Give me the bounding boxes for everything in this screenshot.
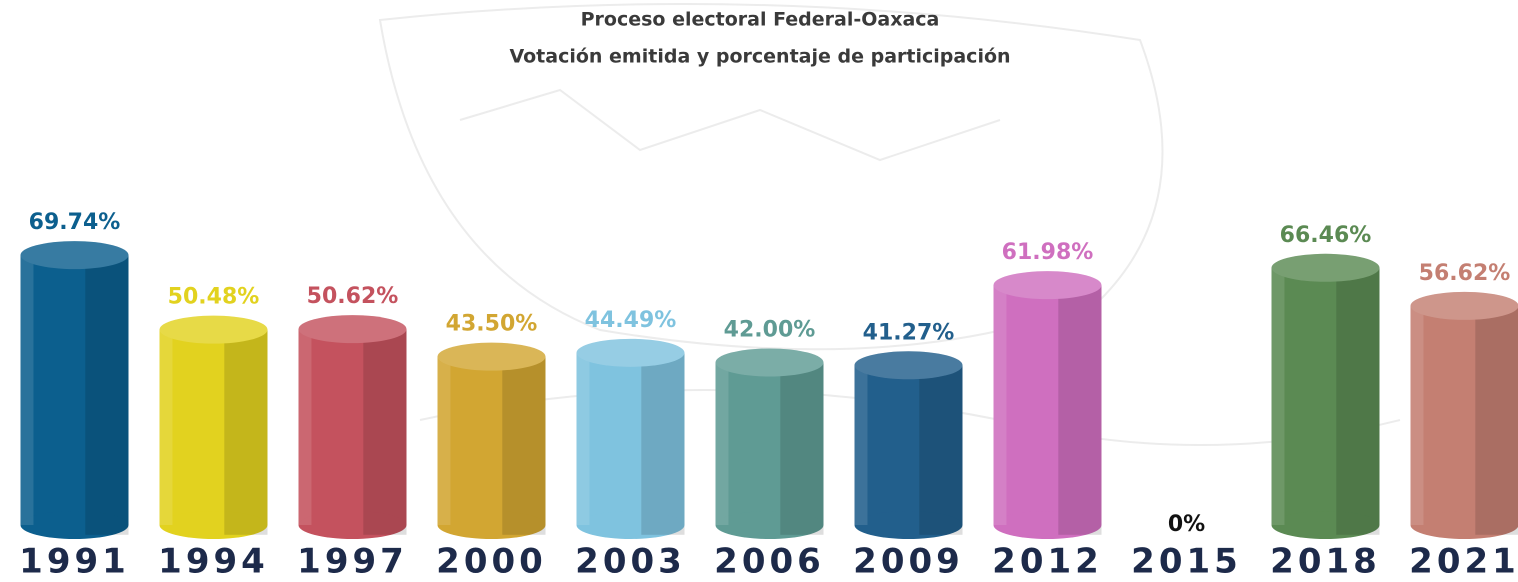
value-label: 56.62% [1419, 261, 1511, 286]
x-tick-label: 1994 [158, 542, 269, 582]
bar-shade [716, 362, 729, 525]
bar-shade [438, 357, 451, 525]
bar-shade [641, 353, 684, 535]
bar-top-light [1411, 292, 1518, 320]
bar-top-light [160, 316, 268, 344]
bar [160, 316, 268, 539]
bar-top-light [1272, 254, 1380, 282]
bar-shade [994, 285, 1007, 525]
bar-top-light [577, 339, 685, 367]
bar-shade [1058, 285, 1101, 535]
bar-shade [1336, 268, 1379, 535]
bar-shade [160, 330, 173, 525]
bar-shade [577, 353, 590, 525]
bar-shade [299, 329, 312, 525]
bar [299, 315, 407, 539]
x-tick-label: 1991 [19, 542, 130, 582]
bar [438, 343, 546, 539]
x-tick-label: 2015 [1131, 542, 1242, 582]
bar-shade [1411, 306, 1424, 525]
bar-top-light [855, 351, 963, 379]
bar [994, 271, 1102, 539]
bar-shade [1272, 268, 1285, 525]
bar-shade [85, 255, 128, 535]
bar [21, 241, 129, 539]
value-label: 42.00% [724, 317, 816, 342]
bar-top-light [438, 343, 546, 371]
value-label: 41.27% [863, 320, 955, 345]
value-label: 0% [1168, 512, 1205, 537]
x-tick-label: 2006 [714, 542, 825, 582]
bar-top-light [21, 241, 129, 269]
x-tick-label: 2018 [1270, 542, 1381, 582]
bar-shade [224, 330, 267, 535]
value-label: 44.49% [585, 308, 677, 333]
value-label: 69.74% [29, 210, 121, 235]
x-tick-label: 2003 [575, 542, 686, 582]
bar [716, 348, 824, 539]
x-tick-label: 2021 [1409, 542, 1518, 582]
bar-shade [363, 329, 406, 535]
bar [1272, 254, 1380, 539]
x-tick-label: 2000 [436, 542, 547, 582]
bar-shade [855, 365, 868, 525]
bar-top-light [299, 315, 407, 343]
bar-shade [919, 365, 962, 535]
bar-top-light [716, 348, 824, 376]
value-label: 61.98% [1002, 240, 1094, 265]
chart-title: Proceso electoral Federal-Oaxaca [581, 9, 940, 31]
bar-shade [1475, 306, 1518, 535]
bar [1411, 292, 1518, 539]
value-label: 50.62% [307, 284, 399, 309]
bar-shade [780, 362, 823, 534]
value-label: 43.50% [446, 312, 538, 337]
bar-shade [21, 255, 34, 525]
bar-top-light [994, 271, 1102, 299]
value-label: 66.46% [1280, 223, 1372, 248]
chart-subtitle: Votación emitida y porcentaje de partici… [509, 46, 1010, 68]
x-tick-label: 2009 [853, 542, 964, 582]
bar [855, 351, 963, 539]
x-tick-label: 2012 [992, 542, 1103, 582]
chart: Proceso electoral Federal-Oaxaca Votació… [0, 0, 1518, 582]
value-label: 50.48% [168, 285, 260, 310]
bar [577, 339, 685, 539]
bar-shade [502, 357, 545, 535]
x-tick-label: 1997 [297, 542, 408, 582]
